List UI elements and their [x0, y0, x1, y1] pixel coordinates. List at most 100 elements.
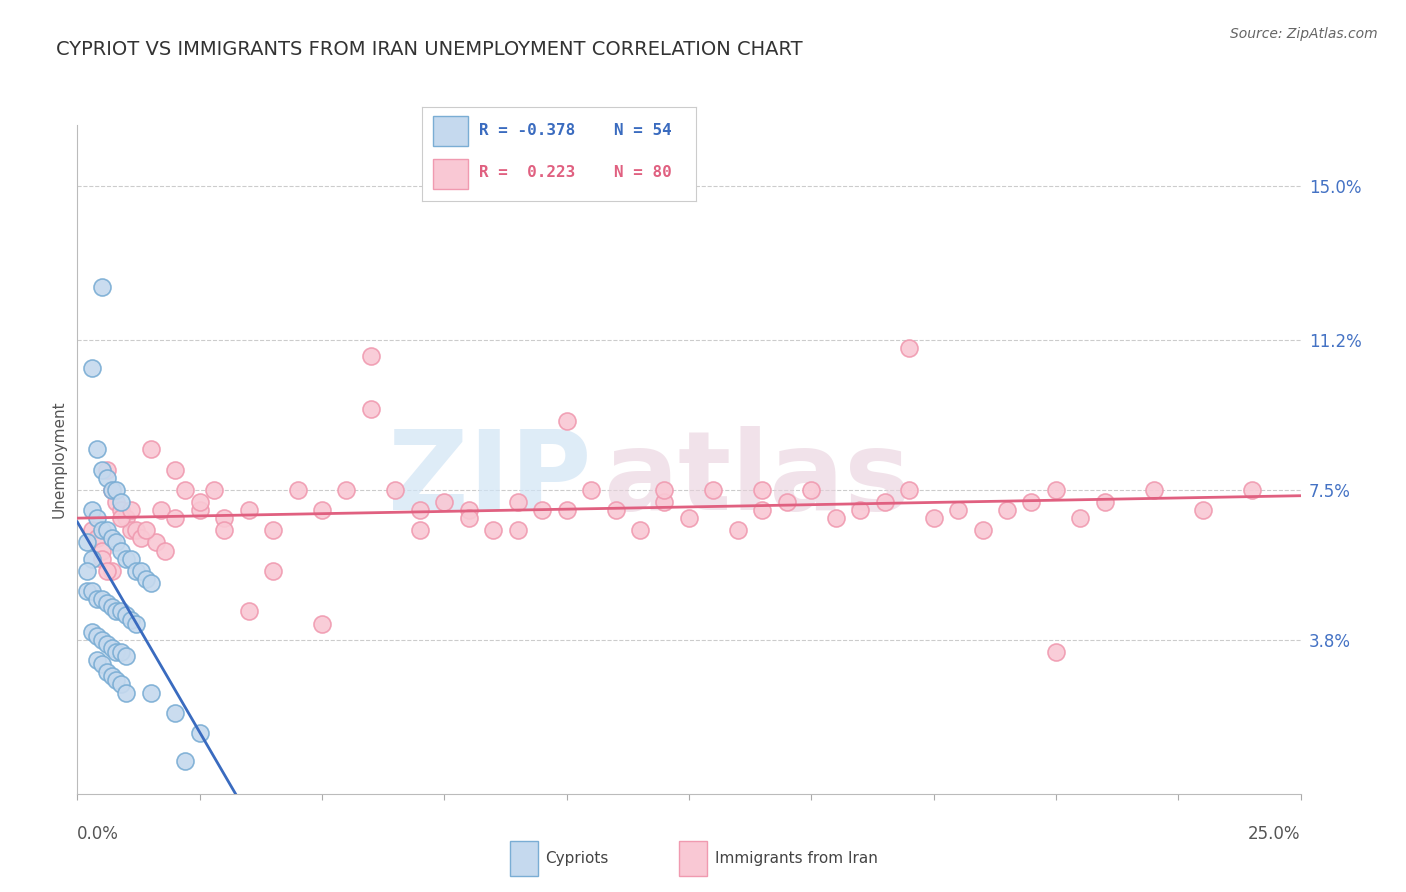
- Point: [202, 483, 225, 497]
- Point: [96, 637, 118, 651]
- Point: [100, 600, 122, 615]
- Point: [86, 511, 108, 525]
- Point: [100, 483, 122, 497]
- Point: [115, 608, 138, 623]
- Point: [457, 503, 479, 517]
- Point: [849, 503, 872, 517]
- Point: [110, 604, 132, 618]
- Point: [90, 543, 112, 558]
- Point: [212, 511, 235, 525]
- Point: [149, 503, 172, 517]
- Point: [139, 442, 162, 457]
- Text: ZIP: ZIP: [388, 426, 591, 533]
- Bar: [679, 841, 707, 876]
- Point: [1094, 495, 1116, 509]
- Point: [188, 495, 211, 509]
- Point: [96, 564, 118, 578]
- Point: [110, 503, 132, 517]
- Point: [80, 503, 103, 517]
- Point: [506, 495, 529, 509]
- Point: [654, 483, 676, 497]
- Point: [100, 532, 122, 546]
- Point: [125, 564, 148, 578]
- Point: [155, 543, 177, 558]
- Point: [100, 669, 122, 683]
- Point: [86, 653, 108, 667]
- Point: [727, 524, 749, 538]
- Point: [1045, 645, 1067, 659]
- Point: [482, 524, 505, 538]
- Point: [100, 483, 122, 497]
- Point: [139, 685, 162, 699]
- Point: [188, 503, 211, 517]
- Point: [90, 280, 112, 294]
- Text: R = -0.378: R = -0.378: [479, 123, 575, 138]
- Point: [922, 511, 945, 525]
- Point: [90, 551, 112, 566]
- Point: [751, 503, 773, 517]
- Point: [360, 349, 382, 363]
- Point: [80, 584, 103, 599]
- Point: [86, 442, 108, 457]
- Point: [80, 361, 103, 376]
- Point: [1143, 483, 1166, 497]
- Point: [262, 524, 284, 538]
- Text: Immigrants from Iran: Immigrants from Iran: [714, 851, 877, 866]
- Point: [800, 483, 823, 497]
- Point: [898, 483, 921, 497]
- Point: [80, 551, 103, 566]
- Point: [824, 511, 846, 525]
- Point: [1240, 483, 1263, 497]
- Point: [105, 604, 128, 618]
- Point: [100, 564, 122, 578]
- Point: [995, 503, 1018, 517]
- Point: [174, 755, 197, 769]
- Point: [873, 495, 896, 509]
- Point: [125, 524, 148, 538]
- Bar: [510, 841, 537, 876]
- Point: [751, 483, 773, 497]
- Point: [76, 584, 98, 599]
- Point: [76, 564, 98, 578]
- Text: N = 80: N = 80: [614, 165, 672, 180]
- Point: [115, 511, 138, 525]
- Point: [139, 576, 162, 591]
- Point: [96, 462, 118, 476]
- Point: [129, 532, 152, 546]
- Point: [115, 551, 138, 566]
- Point: [1021, 495, 1043, 509]
- Point: [238, 604, 260, 618]
- Point: [120, 613, 142, 627]
- Text: Cypriots: Cypriots: [546, 851, 609, 866]
- Point: [90, 592, 112, 607]
- Point: [506, 524, 529, 538]
- Point: [678, 511, 700, 525]
- Point: [409, 503, 432, 517]
- Point: [605, 503, 627, 517]
- Point: [100, 640, 122, 655]
- Text: N = 54: N = 54: [614, 123, 672, 138]
- Point: [110, 645, 132, 659]
- Point: [360, 401, 382, 416]
- Point: [311, 503, 333, 517]
- Text: Source: ZipAtlas.com: Source: ZipAtlas.com: [1230, 27, 1378, 41]
- Bar: [433, 116, 468, 146]
- Point: [115, 685, 138, 699]
- Point: [457, 511, 479, 525]
- Point: [946, 503, 969, 517]
- Point: [972, 524, 994, 538]
- Point: [120, 524, 142, 538]
- Point: [335, 483, 357, 497]
- Point: [86, 532, 108, 546]
- Point: [120, 551, 142, 566]
- Point: [86, 592, 108, 607]
- Point: [135, 572, 157, 586]
- Point: [96, 596, 118, 610]
- Point: [110, 543, 132, 558]
- Point: [555, 503, 578, 517]
- Text: atlas: atlas: [603, 426, 911, 533]
- Point: [212, 524, 235, 538]
- Point: [654, 495, 676, 509]
- Point: [96, 665, 118, 680]
- Point: [90, 462, 112, 476]
